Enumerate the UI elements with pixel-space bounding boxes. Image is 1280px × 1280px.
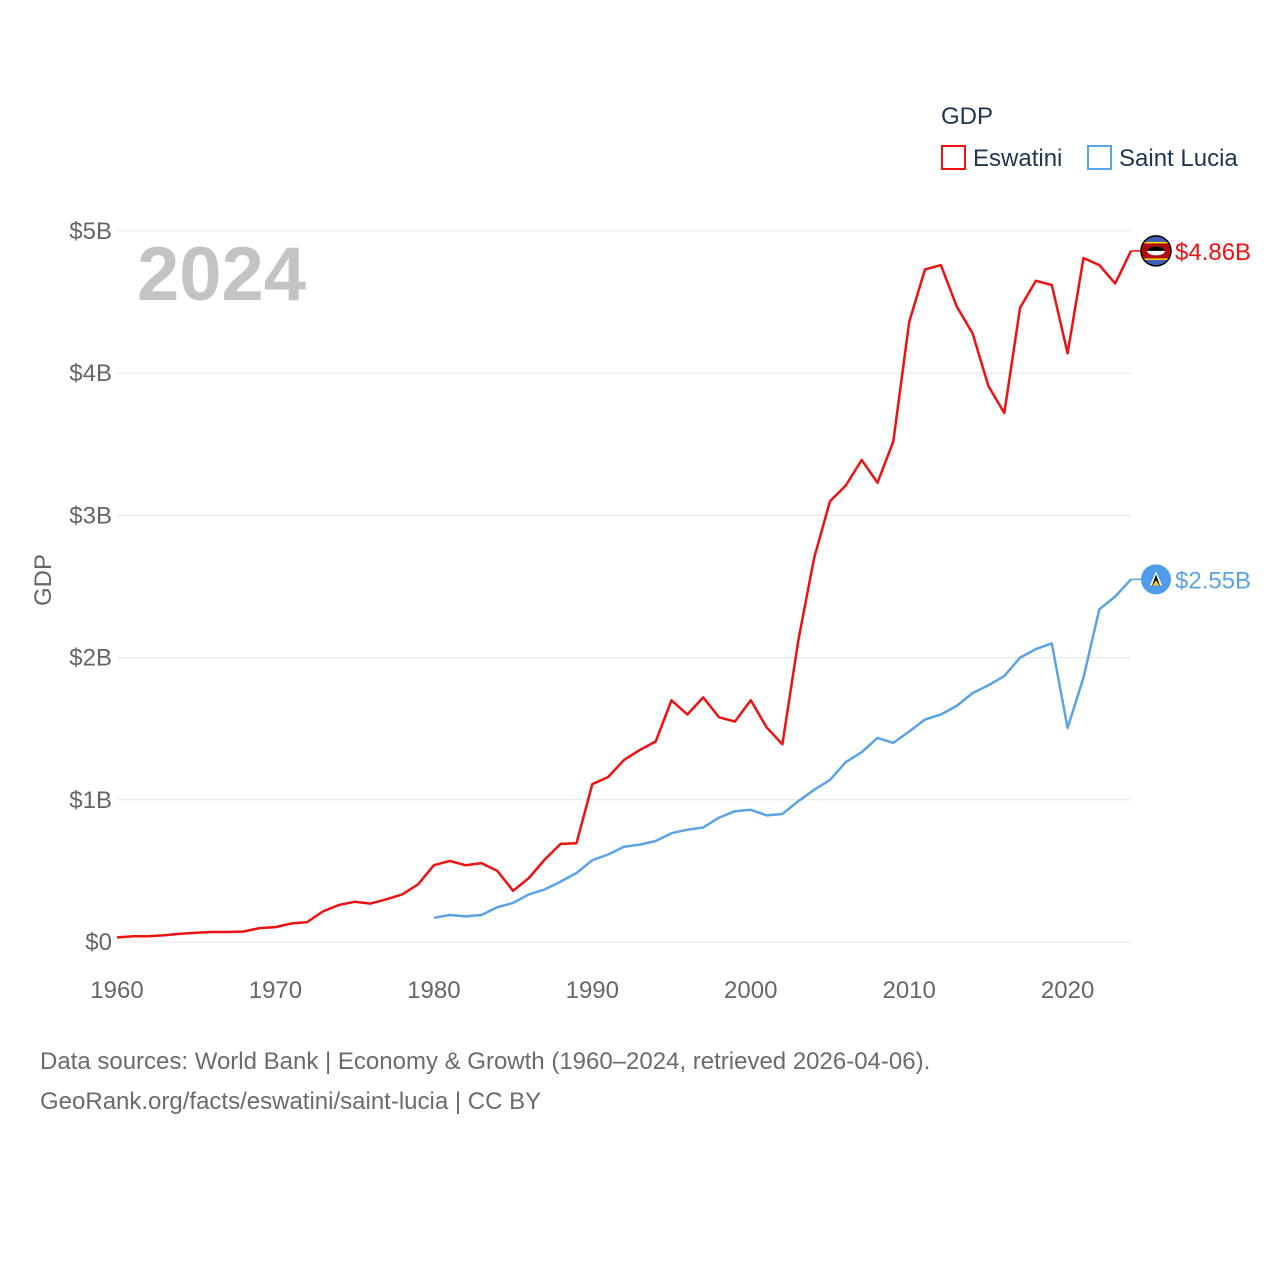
- y-axis-label: GDP: [30, 554, 57, 606]
- flag-fill: [1141, 235, 1171, 266]
- gridlines: [117, 230, 1131, 943]
- y-tick-label: $5B: [69, 218, 112, 245]
- x-tick-label: 1970: [249, 977, 302, 1004]
- legend-item-eswatini[interactable]: Eswatini: [941, 145, 1062, 172]
- y-axis-ticks: $0 $1B $2B $3B $4B $5B: [69, 218, 112, 956]
- x-tick-label: 1990: [566, 977, 619, 1004]
- legend-title: GDP: [941, 103, 993, 130]
- x-tick-label: 2010: [882, 977, 935, 1004]
- source-line-1: Data sources: World Bank | Economy & Gro…: [40, 1048, 931, 1075]
- series-end-markers: $4.86B $2.55B: [1131, 235, 1251, 595]
- y-tick-label: $4B: [69, 360, 112, 387]
- y-tick-label: $1B: [69, 787, 112, 814]
- saint-lucia-flag-icon: [1141, 564, 1171, 595]
- end-label-eswatini: $4.86B: [1175, 239, 1251, 266]
- flag-ring: [1140, 235, 1172, 267]
- year-watermark: 2024: [137, 232, 306, 317]
- legend: GDP Eswatini Saint Lucia: [941, 103, 1238, 172]
- flag-tri-black: [1152, 574, 1160, 586]
- legend-item-saint-lucia[interactable]: Saint Lucia: [1087, 145, 1238, 172]
- flag-tri-gold: [1152, 580, 1160, 586]
- end-label-saint-lucia: $2.55B: [1175, 567, 1251, 594]
- series-line-saint-lucia: [433, 578, 1132, 920]
- y-tick-label: $3B: [69, 502, 112, 529]
- x-tick-label: 1960: [90, 977, 143, 1004]
- eswatini-flag-icon: [1140, 235, 1172, 267]
- x-tick-label: 2020: [1041, 977, 1094, 1004]
- legend-label-saint-lucia: Saint Lucia: [1119, 145, 1238, 172]
- x-tick-label: 1980: [407, 977, 460, 1004]
- x-tick-label: 2000: [724, 977, 777, 1004]
- series-lines: [116, 250, 1133, 939]
- x-axis-ticks: 1960 1970 1980 1990 2000 2010 2020: [90, 977, 1094, 1004]
- source-line-2: GeoRank.org/facts/eswatini/saint-lucia |…: [40, 1088, 542, 1115]
- y-tick-label: $0: [85, 929, 112, 956]
- legend-label-eswatini: Eswatini: [973, 145, 1062, 172]
- source-note: Data sources: World Bank | Economy & Gro…: [40, 1042, 930, 1122]
- series-line-eswatini: [116, 250, 1133, 939]
- legend-swatch-saint-lucia: [1087, 145, 1112, 170]
- flag-shield-dark: [1147, 246, 1165, 251]
- legend-swatch-eswatini: [941, 145, 966, 170]
- y-tick-label: $2B: [69, 645, 112, 672]
